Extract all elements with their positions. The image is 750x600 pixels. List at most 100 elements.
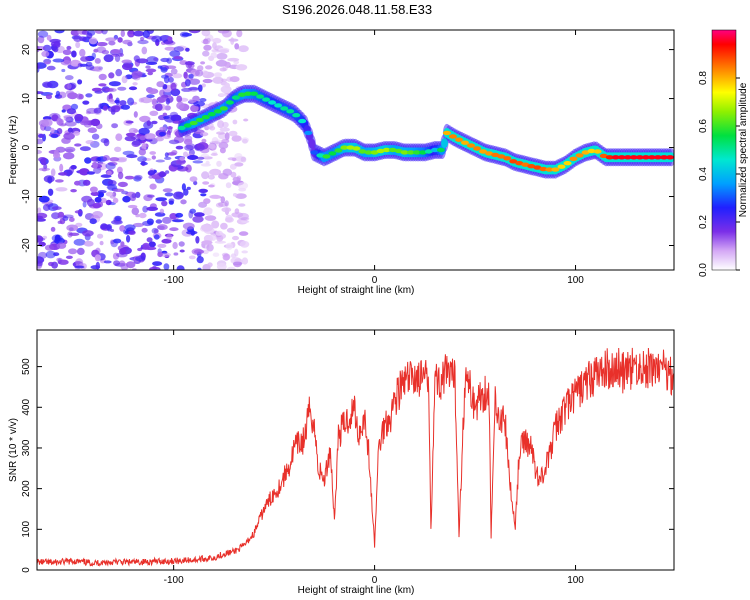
heatmap-ridge-core (394, 148, 403, 154)
heatmap-noise-cell (173, 191, 184, 200)
heatmap-noise-cell (122, 150, 135, 156)
heatmap-noise-cell (164, 192, 174, 197)
heatmap-noise-cell (61, 109, 66, 113)
heatmap-noise-cell (195, 69, 204, 77)
heatmap-noise-cell (92, 161, 98, 169)
heatmap-noise-cell (175, 212, 184, 218)
heatmap-noise-cell (178, 241, 185, 247)
heatmap-noise-cell (131, 193, 137, 199)
heatmap-noise-cell (193, 101, 206, 107)
heatmap-y-ticks: -20 -10 0 10 20 (21, 44, 674, 253)
heatmap-noise-cell (38, 133, 45, 138)
heatmap-ridge-core (430, 147, 439, 153)
heatmap-noise-cell (188, 86, 199, 92)
heatmap-noise-cell (68, 218, 75, 222)
heatmap-noise-cell (172, 219, 184, 223)
heatmap-noise-cell (85, 93, 93, 98)
heatmap-noise-cell (113, 238, 122, 244)
heatmap-noise-cell (201, 83, 207, 88)
colorbar-gradient (712, 30, 736, 270)
heatmap-noise-cell (94, 254, 101, 262)
heatmap-noise-cell (37, 212, 48, 219)
snr-x-ticks: -100 0 100 (164, 330, 584, 586)
heatmap-ridge-core (334, 148, 343, 153)
heatmap-noise-cell (200, 61, 206, 65)
heatmap-ridge-core (479, 149, 488, 154)
heatmap-ridge (177, 84, 674, 179)
heatmap-noise-cell (225, 182, 232, 189)
heatmap-noise-cell (77, 79, 83, 85)
heatmap-ridge-core (207, 112, 216, 117)
heatmap-noise-cell (146, 56, 159, 64)
heatmap-noise-cell (74, 113, 84, 122)
heatmap-noise-cell (119, 100, 127, 106)
heatmap-noise-cell (37, 218, 46, 222)
heatmap-x-ticks: -100 0 100 (164, 30, 584, 286)
heatmap-noise-cell (79, 146, 91, 152)
heatmap-ridge-core (268, 100, 277, 105)
heatmap-noise-cell (62, 152, 75, 160)
heatmap-noise-cell (132, 82, 138, 86)
heatmap-noise-cell (74, 143, 82, 147)
heatmap-ridge-core (539, 166, 548, 172)
colorbar-tick-label: 0.6 (698, 119, 709, 133)
heatmap-noise-cell (229, 76, 240, 83)
heatmap-ridge-core (262, 97, 271, 102)
heatmap-noise-cell (47, 188, 54, 196)
colorbar-tick-label: 0.0 (698, 263, 709, 277)
heatmap-noise-cell (155, 219, 163, 224)
heatmap-noise-cell (57, 220, 63, 224)
heatmap-noise-cell (184, 144, 194, 151)
heatmap-ridge-core (231, 95, 240, 100)
heatmap-noise-cell (169, 213, 178, 220)
snr-x-tick-label: -100 (164, 575, 184, 586)
heatmap-noise-cell (205, 65, 213, 70)
heatmap-noise-cell (157, 65, 163, 69)
heatmap-noise-cell (116, 252, 128, 258)
heatmap-ridge-core (533, 165, 542, 170)
heatmap-noise-cell (188, 255, 196, 260)
heatmap-noise-cell (196, 256, 204, 264)
snr-series-line (37, 347, 674, 567)
heatmap-noise-cell (162, 112, 168, 117)
heatmap-noise-cell (41, 50, 50, 58)
heatmap-noise-cell (70, 189, 77, 193)
heatmap-ridge-core (485, 151, 494, 156)
heatmap-noise-cell (183, 138, 193, 146)
heatmap-noise-cell (75, 41, 81, 49)
heatmap-ridge-core (213, 109, 222, 114)
heatmap-noise-cell (44, 125, 52, 132)
heatmap-ridge-core (195, 117, 204, 123)
heatmap-noise-cell (102, 155, 110, 161)
heatmap-ridge-core (256, 94, 265, 99)
heatmap-noise-cell (114, 146, 122, 152)
heatmap-noise-cell (124, 175, 135, 180)
heatmap-ridge-core (647, 155, 656, 160)
heatmap-ridge-core (635, 155, 644, 160)
heatmap-noise-cell (52, 58, 65, 63)
heatmap-noise-cell (76, 247, 85, 255)
heatmap-noise-cell (227, 266, 236, 270)
heatmap-noise-cell (109, 195, 116, 199)
heatmap-y-tick-label: -20 (21, 238, 32, 253)
heatmap-ridge-core (219, 106, 228, 111)
heatmap-noise-cell (188, 73, 194, 79)
heatmap-noise-cell (153, 234, 160, 240)
heatmap-x-tick-label: 100 (567, 275, 584, 286)
heatmap-noise-cell (61, 137, 71, 144)
heatmap-ridge-core (310, 150, 319, 155)
heatmap-ridge-core (382, 147, 391, 153)
heatmap-noise-cell (67, 127, 73, 133)
heatmap-noise-cell (61, 68, 66, 73)
heatmap-noise-cell (62, 216, 69, 221)
heatmap-noise-cell (230, 37, 235, 45)
heatmap-noise-cell (156, 81, 165, 88)
heatmap-noise-cell (126, 261, 136, 269)
heatmap-noise-cell (44, 61, 51, 65)
heatmap-ridge-core (653, 155, 662, 160)
heatmap-noise-cell (86, 171, 95, 175)
heatmap-noise-cell (109, 157, 120, 162)
heatmap-noise-cell (157, 224, 168, 231)
colorbar: 0.0 0.2 0.4 0.6 0.8 Normalized spectral ampl… (698, 29, 749, 277)
